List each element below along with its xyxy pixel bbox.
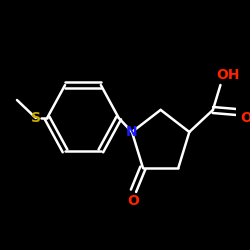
Text: S: S bbox=[31, 111, 41, 125]
Text: O: O bbox=[240, 111, 250, 125]
Text: OH: OH bbox=[216, 68, 240, 82]
Text: O: O bbox=[128, 194, 140, 208]
Text: N: N bbox=[126, 125, 138, 139]
